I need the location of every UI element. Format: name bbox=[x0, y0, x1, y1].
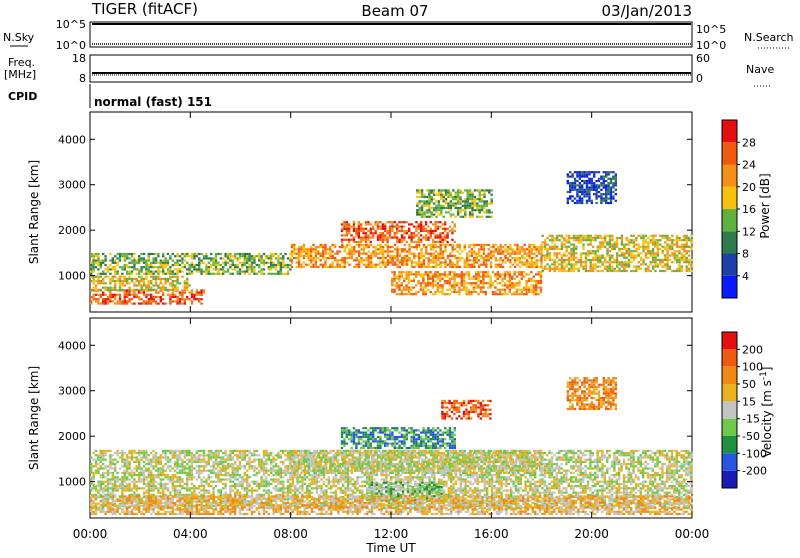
power-panel: 1000 2000 3000 4000 Slant Range [km] bbox=[27, 112, 693, 312]
power-colorbar-tick-4: 20 bbox=[742, 181, 756, 194]
time-tick-label-4: 16:00 bbox=[474, 527, 509, 541]
power-colorbar: 4 8 12 16 20 24 28 Power [dB] bbox=[722, 120, 772, 298]
nave-tick-bottom: 0 bbox=[696, 72, 703, 85]
power-colorbar-tick-3: 16 bbox=[742, 203, 756, 216]
velocity-colorbar-label: Velocity [m s-1] bbox=[759, 367, 774, 458]
velocity-colorbar-swatch-5 bbox=[722, 384, 737, 401]
time-tick-label-5: 20:00 bbox=[574, 527, 609, 541]
time-tick-label-0: 00:00 bbox=[73, 527, 108, 541]
velocity-colorbar-swatch-3 bbox=[722, 419, 737, 436]
velocity-colorbar-swatch-1 bbox=[722, 453, 737, 470]
freq-tick-bottom: 8 bbox=[79, 72, 86, 85]
velocity-colorbar-swatch-6 bbox=[722, 367, 737, 384]
time-tick-label-2: 08:00 bbox=[273, 527, 308, 541]
velocity-colorbar-swatch-8 bbox=[722, 332, 737, 349]
power-colorbar-tick-2: 12 bbox=[742, 225, 756, 238]
velocity-colorbar-swatch-4 bbox=[722, 401, 737, 418]
power-colorbar-swatch-4 bbox=[722, 187, 737, 209]
power-colorbar-swatch-0 bbox=[722, 276, 737, 298]
cpid-value: normal (fast) 151 bbox=[94, 95, 212, 109]
velocity-ytick-label-1: 2000 bbox=[58, 430, 86, 443]
time-tick-label-6: 00:00 bbox=[675, 527, 710, 541]
velocity-colorbar-tick-2: 50 bbox=[742, 378, 756, 391]
power-colorbar-swatch-2 bbox=[722, 231, 737, 253]
nave-label: Nave bbox=[746, 63, 774, 76]
cpid-label: CPID bbox=[8, 90, 37, 103]
velocity-ylabel: Slant Range [km] bbox=[27, 366, 41, 470]
beam-label: Beam 07 bbox=[361, 2, 428, 20]
power-colorbar-tick-6: 28 bbox=[742, 136, 756, 149]
velocity-ytick-label-3: 4000 bbox=[58, 339, 86, 352]
date-label: 03/Jan/2013 bbox=[602, 2, 693, 20]
power-colorbar-tick-5: 24 bbox=[742, 159, 756, 172]
velocity-colorbar-swatch-2 bbox=[722, 436, 737, 453]
velocity-colorbar-tick-0: 200 bbox=[742, 343, 763, 356]
power-colorbar-swatch-7 bbox=[722, 120, 737, 142]
velocity-colorbar-tick-3: 15 bbox=[742, 395, 756, 408]
radar-title: TIGER (fitACF) bbox=[91, 0, 198, 18]
power-colorbar-label: Power [dB] bbox=[758, 173, 772, 238]
nsky-tick-bottom: 10^0 bbox=[56, 39, 86, 52]
power-ytick-label-2: 3000 bbox=[58, 179, 86, 192]
velocity-ytick-label-0: 1000 bbox=[58, 476, 86, 489]
velocity-ytick-label-2: 3000 bbox=[58, 385, 86, 398]
freq-label-line2: [MHz] bbox=[4, 68, 36, 81]
power-colorbar-tick-0: 4 bbox=[742, 270, 749, 283]
power-colorbar-swatch-5 bbox=[722, 165, 737, 187]
power-colorbar-swatch-6 bbox=[722, 142, 737, 164]
velocity-colorbar-tick-5: -50 bbox=[742, 430, 760, 443]
time-tick-label-3: 12:00 bbox=[374, 527, 409, 541]
nsearch-tick-bottom: 10^0 bbox=[696, 39, 726, 52]
power-colorbar-swatch-3 bbox=[722, 209, 737, 231]
velocity-colorbar-tick-4: -15 bbox=[742, 413, 760, 426]
velocity-colorbar-tick-7: -200 bbox=[742, 465, 767, 478]
nsky-tick-top: 10^5 bbox=[56, 18, 86, 31]
power-colorbar-swatch-1 bbox=[722, 254, 737, 276]
velocity-colorbar-swatch-7 bbox=[722, 349, 737, 366]
time-axis-label: Time UT bbox=[365, 541, 416, 554]
nsky-label: N.Sky bbox=[3, 31, 35, 44]
freq-tick-top: 18 bbox=[72, 52, 86, 65]
power-ytick-label-0: 1000 bbox=[58, 270, 86, 283]
velocity-colorbar-swatch-0 bbox=[722, 471, 737, 488]
power-colorbar-tick-1: 8 bbox=[742, 248, 749, 261]
time-tick-label-1: 04:00 bbox=[173, 527, 208, 541]
power-ytick-label-1: 2000 bbox=[58, 224, 86, 237]
freq-panel bbox=[90, 55, 692, 82]
velocity-panel: 1000 2000 3000 4000 Slant Range [km] bbox=[27, 318, 692, 518]
nave-tick-top: 60 bbox=[696, 52, 710, 65]
power-ytick-label-3: 4000 bbox=[58, 133, 86, 146]
power-ylabel: Slant Range [km] bbox=[27, 160, 41, 264]
nsearch-label: N.Search bbox=[744, 31, 794, 44]
nsearch-tick-top: 10^5 bbox=[696, 23, 726, 36]
